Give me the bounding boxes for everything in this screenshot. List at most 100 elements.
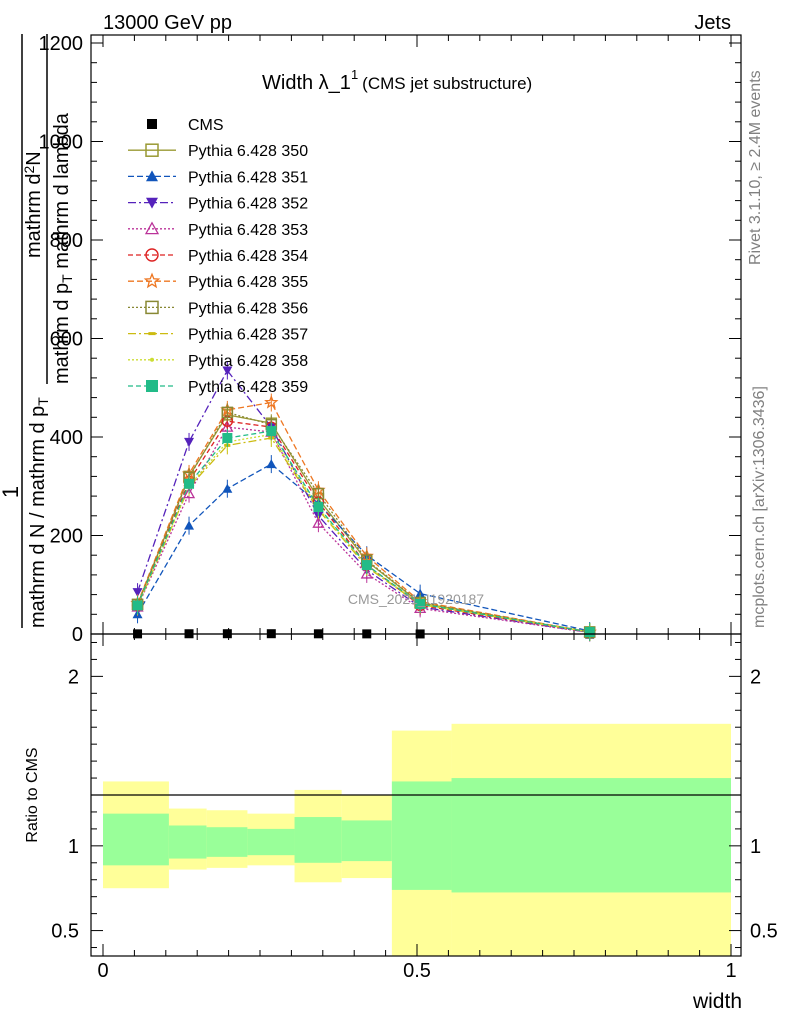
series-point bbox=[415, 598, 426, 609]
series-point bbox=[132, 588, 143, 598]
series-point bbox=[184, 478, 195, 489]
main-ytick-label: 1000 bbox=[39, 132, 84, 154]
ratio-band-inner bbox=[341, 820, 392, 862]
ratio-frame bbox=[90, 633, 742, 957]
x-tick-label: 1 bbox=[725, 960, 736, 982]
legend-label: Pythia 6.428 356 bbox=[188, 300, 308, 317]
ratio-band-inner bbox=[294, 817, 342, 863]
series-line bbox=[136, 430, 590, 633]
legend-marker bbox=[147, 119, 157, 129]
ratio-bands bbox=[103, 723, 731, 956]
series-point bbox=[222, 483, 233, 493]
legend-label: Pythia 6.428 351 bbox=[188, 169, 308, 186]
series-point bbox=[313, 501, 324, 512]
legend-entry: Pythia 6.428 356 bbox=[128, 300, 308, 317]
x-axis-label: width bbox=[692, 990, 742, 1013]
svg-text:Width λ_11(CMS jet substructur: Width λ_11 (CMS jet substructure) bbox=[262, 67, 532, 94]
series-point bbox=[184, 437, 195, 447]
legend-entry: Pythia 6.428 352 bbox=[128, 196, 308, 213]
ratio-ytick-label-right: 1 bbox=[750, 836, 761, 858]
x-tick-label: 0.5 bbox=[403, 960, 431, 982]
series-point bbox=[132, 600, 143, 611]
legend-entry: Pythia 6.428 355 bbox=[128, 272, 308, 291]
watermark: CMS_2021_I1920187 bbox=[348, 591, 484, 607]
mcplots-label: mcplots.cern.ch [arXiv:1306.3436] bbox=[751, 386, 768, 628]
series-point bbox=[182, 487, 196, 499]
legend-marker bbox=[146, 170, 158, 182]
series-line bbox=[136, 437, 590, 633]
main-y-axis-label: 1 mathrm d N / mathrm d pT mathrm d2N ma… bbox=[0, 34, 75, 628]
ylabel-numerator: 1 bbox=[0, 486, 23, 498]
legend-entry: Pythia 6.428 359 bbox=[128, 379, 308, 396]
legend-marker bbox=[146, 380, 158, 392]
ratio-band-inner bbox=[451, 778, 731, 893]
series-line bbox=[136, 420, 590, 633]
title-superscript: 1 bbox=[351, 67, 358, 82]
series-point bbox=[222, 366, 233, 376]
series-line bbox=[136, 411, 590, 633]
series-point bbox=[221, 406, 234, 419]
ratio-band-inner bbox=[247, 828, 295, 856]
ratio-plot: 0.5 0.5 1 1 2 2 0 0.5 1 Ratio to CMS width bbox=[24, 633, 778, 1013]
series-point bbox=[266, 459, 277, 469]
main-series-lines bbox=[136, 369, 590, 634]
series-point bbox=[222, 432, 233, 443]
main-ytick-label: 200 bbox=[50, 526, 83, 548]
legend-entry: Pythia 6.428 358 bbox=[128, 353, 308, 370]
ratio-y-label: Ratio to CMS bbox=[24, 747, 41, 842]
legend-label: Pythia 6.428 353 bbox=[188, 222, 308, 239]
rivet-label: Rivet 3.1.10, ≥ 2.4M events bbox=[747, 70, 764, 265]
legend-label: Pythia 6.428 355 bbox=[188, 274, 308, 291]
ratio-ytick-label-right: 0.5 bbox=[750, 921, 778, 943]
series-line bbox=[136, 401, 590, 633]
main-plot: 1 mathrm d N / mathrm d pT mathrm d2N ma… bbox=[0, 33, 742, 646]
legend-entry: CMS bbox=[147, 117, 224, 134]
legend-label: Pythia 6.428 358 bbox=[188, 353, 308, 370]
x-tick-label: 0 bbox=[97, 960, 108, 982]
ratio-band-inner bbox=[206, 827, 248, 857]
main-ytick-label: 600 bbox=[50, 329, 83, 351]
legend-entry: Pythia 6.428 354 bbox=[128, 248, 308, 265]
main-title: Width λ_11 (CMS jet substructure) bbox=[262, 67, 532, 94]
legend-label: Pythia 6.428 354 bbox=[188, 248, 308, 265]
ratio-ytick-label: 1 bbox=[68, 836, 79, 858]
main-ytick-label: 400 bbox=[50, 427, 83, 449]
legend-entry: Pythia 6.428 353 bbox=[128, 221, 308, 239]
series-point bbox=[266, 426, 277, 437]
ylabel-denominator: mathrm d N / mathrm d pT bbox=[27, 397, 51, 628]
legend-marker bbox=[148, 332, 156, 336]
legend-entry: Pythia 6.428 351 bbox=[128, 169, 308, 186]
series-line bbox=[136, 463, 590, 632]
series-line bbox=[136, 369, 590, 634]
series-point bbox=[312, 516, 325, 528]
series-line bbox=[136, 426, 590, 634]
series-point bbox=[361, 560, 372, 571]
series-point bbox=[184, 520, 195, 530]
header-left: 13000 GeV pp bbox=[103, 12, 232, 34]
series-line bbox=[136, 433, 590, 633]
legend-marker bbox=[146, 197, 158, 209]
main-ytick-label: 800 bbox=[50, 230, 83, 252]
legend-entry: Pythia 6.428 350 bbox=[128, 143, 308, 160]
ratio-ytick-label: 2 bbox=[68, 666, 79, 688]
title-main: Width λ_1 bbox=[262, 72, 351, 94]
ratio-ticks: 0.5 0.5 1 1 2 2 0 0.5 1 bbox=[51, 634, 778, 982]
ratio-band-inner bbox=[391, 781, 452, 890]
legend-marker bbox=[143, 272, 161, 289]
main-ytick-label: 0 bbox=[72, 624, 83, 646]
series-point bbox=[264, 395, 279, 409]
legend-label: Pythia 6.428 352 bbox=[188, 196, 308, 213]
ylabel-inner-den: mathrm d pT mathrm d lambda bbox=[51, 112, 75, 384]
legend-marker bbox=[145, 300, 159, 315]
main-y-ticks: 0 200 400 600 800 1000 1200 bbox=[39, 33, 741, 646]
legend-label: Pythia 6.428 359 bbox=[188, 379, 308, 396]
ratio-band-inner bbox=[168, 825, 207, 859]
legend-entry: Pythia 6.428 357 bbox=[128, 327, 308, 344]
series-point bbox=[360, 567, 373, 579]
legend-marker bbox=[150, 357, 154, 362]
legend-marker bbox=[144, 221, 160, 235]
legend-label: Pythia 6.428 357 bbox=[188, 327, 308, 344]
legend-label: CMS bbox=[188, 117, 224, 134]
legend-marker bbox=[145, 143, 159, 157]
